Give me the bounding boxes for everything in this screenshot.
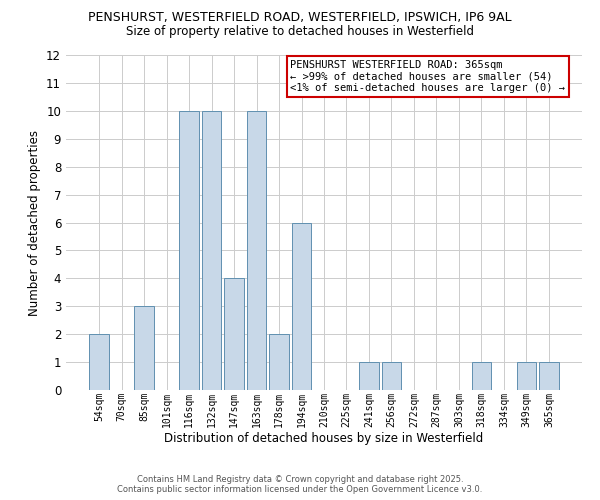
Bar <box>382 362 401 390</box>
Text: Size of property relative to detached houses in Westerfield: Size of property relative to detached ho… <box>126 24 474 38</box>
Bar <box>202 111 221 390</box>
Y-axis label: Number of detached properties: Number of detached properties <box>28 130 41 316</box>
Bar <box>179 111 199 390</box>
Bar <box>539 362 559 390</box>
Bar <box>359 362 379 390</box>
Bar <box>472 362 491 390</box>
Bar <box>517 362 536 390</box>
Bar <box>224 278 244 390</box>
Text: PENSHURST, WESTERFIELD ROAD, WESTERFIELD, IPSWICH, IP6 9AL: PENSHURST, WESTERFIELD ROAD, WESTERFIELD… <box>88 11 512 24</box>
Bar <box>269 334 289 390</box>
Bar <box>247 111 266 390</box>
Bar <box>134 306 154 390</box>
X-axis label: Distribution of detached houses by size in Westerfield: Distribution of detached houses by size … <box>164 432 484 445</box>
Text: Contains HM Land Registry data © Crown copyright and database right 2025.
Contai: Contains HM Land Registry data © Crown c… <box>118 474 482 494</box>
Bar <box>292 222 311 390</box>
Text: PENSHURST WESTERFIELD ROAD: 365sqm
← >99% of detached houses are smaller (54)
<1: PENSHURST WESTERFIELD ROAD: 365sqm ← >99… <box>290 60 565 93</box>
Bar <box>89 334 109 390</box>
